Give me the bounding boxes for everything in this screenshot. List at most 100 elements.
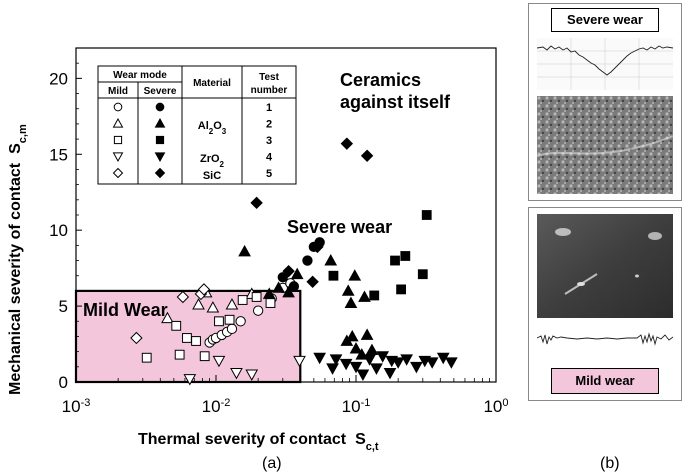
data-point-triangle-down-filled (363, 354, 376, 366)
legend-header-material: Material (193, 78, 231, 89)
data-point-triangle-up-filled (344, 296, 358, 308)
data-point-square-open (251, 292, 262, 302)
legend-test-number: 5 (266, 168, 272, 180)
data-point-square-open (141, 352, 152, 363)
legend-symbol-severe-diamond (154, 167, 166, 179)
legend-symbol-severe-circle (155, 102, 165, 112)
data-point-square-open (214, 316, 224, 327)
data-point-triangle-up-filled (348, 269, 362, 281)
y-tick-label: 20 (49, 69, 68, 88)
data-point-triangle-up-open (161, 311, 174, 324)
legend-symbol-severe-square (155, 135, 165, 145)
data-point-circle-filled (302, 255, 313, 266)
caption-a: (a) (262, 455, 282, 472)
legend-symbol-mild-square (113, 135, 123, 145)
data-point-triangle-up-filled (341, 284, 355, 296)
data-point-triangle-down-filled (349, 361, 363, 374)
data-point-square-filled (390, 255, 400, 266)
legend-header-wear-mode: Wear mode (113, 70, 167, 81)
legend-symbol-mild-triangle-down (112, 152, 124, 163)
data-point-diamond-filled (282, 264, 295, 278)
data-point-square-filled (417, 269, 428, 280)
data-point-square-filled (396, 284, 407, 295)
legend-rows: 1 2 3 4 5 (112, 102, 273, 180)
data-point-diamond-open (176, 290, 190, 304)
data-point-triangle-down-filled (385, 355, 399, 368)
legend-symbol-mild-circle (113, 102, 123, 112)
data-point-triangle-up-filled (360, 328, 374, 340)
y-axis-label-text: Mechanical severity of contact (7, 162, 24, 395)
annotation-severe-wear: Severe wear (287, 217, 392, 237)
data-point-triangle-up-open (225, 298, 239, 310)
legend-header-severe: Severe (144, 86, 177, 97)
data-point-square-open (265, 298, 276, 308)
legend: Wear mode Mild Severe Material Test numb… (97, 65, 297, 185)
x-tick-label: 10-2 (202, 397, 231, 416)
legend-material-al2o3: Al2O3 (198, 120, 227, 136)
x-axis-sub: c,t (366, 441, 379, 453)
caption-b: (b) (600, 455, 620, 472)
severe-wear-micrograph (537, 96, 673, 194)
y-axis-sub: c,m (17, 124, 29, 143)
legend-symbol-severe-triangle-up (154, 117, 166, 128)
data-point-triangle-down-filled (445, 357, 458, 369)
data-point-triangle-down-filled (370, 363, 383, 375)
data-point-triangle-down-filled (329, 354, 343, 366)
y-axis-label: Mechanical severity of contact Sc,m (7, 124, 29, 395)
data-point-triangle-down-open (183, 374, 197, 386)
annotation-ceramics: Ceramics (340, 70, 421, 90)
data-point-triangle-up-filled (345, 329, 359, 342)
legend-symbol-severe-triangle-down (154, 152, 166, 163)
data-point-circle-filled (277, 272, 288, 283)
legend-test-number: 4 (266, 152, 273, 164)
data-point-circle-filled (288, 281, 300, 292)
data-point-triangle-up-filled (290, 267, 304, 280)
data-point-square-open (191, 336, 201, 346)
legend-symbol-mild-triangle-up (112, 117, 124, 128)
data-point-triangle-down-filled (410, 361, 423, 374)
x-axis-label: Thermal severity of contact Sc,t (138, 431, 379, 453)
data-point-square-filled (369, 290, 380, 301)
x-tick-label: 10-3 (62, 397, 91, 416)
data-point-triangle-up-filled (349, 342, 363, 354)
severe-wear-label-box: Severe wear (551, 8, 659, 32)
data-point-triangle-down-filled (356, 369, 370, 381)
y-ticks: 0 5 10 15 20 (49, 62, 82, 392)
data-point-square-open (174, 349, 185, 360)
data-point-diamond-filled (340, 137, 354, 150)
data-point-diamond-open (130, 331, 143, 345)
data-point-triangle-down-filled (425, 357, 439, 369)
legend-material-sic: SiC (203, 170, 221, 182)
data-point-triangle-down-open (212, 355, 226, 368)
data-point-triangle-down-filled (376, 351, 389, 363)
legend-header-mild: Mild (108, 86, 128, 97)
y-tick-label: 5 (59, 297, 68, 316)
data-point-square-open (199, 351, 210, 362)
annotation-mild-wear: Mild Wear (83, 300, 168, 320)
data-point-square-open (224, 314, 235, 325)
data-point-diamond-filled (250, 196, 263, 210)
legend-symbol-mild-diamond (112, 167, 124, 179)
data-point-triangle-down-filled (313, 352, 327, 365)
data-point-triangle-down-filled (383, 367, 397, 380)
x-tick-label: 100 (483, 397, 508, 416)
data-point-square-filled (400, 251, 411, 261)
data-point-circle-open (235, 316, 246, 327)
data-points (130, 137, 458, 386)
data-point-triangle-up-open (206, 301, 220, 313)
y-axis-symbol: S (7, 143, 24, 154)
data-point-square-open (237, 295, 248, 305)
data-point-circle-open (252, 305, 264, 316)
data-point-diamond-filled (311, 240, 324, 254)
legend-test-number: 1 (266, 102, 272, 114)
data-point-square-filled (328, 270, 339, 281)
mild-wear-profile-trace (537, 332, 673, 346)
legend-test-number: 2 (266, 119, 272, 131)
mild-wear-label-box: Mild wear (551, 368, 659, 394)
annotation-against-itself: against itself (340, 92, 451, 112)
severe-wear-profile-trace (537, 38, 673, 90)
data-point-triangle-up-open (192, 298, 205, 310)
data-point-triangle-down-open (245, 369, 259, 381)
y-tick-label: 10 (49, 221, 68, 240)
